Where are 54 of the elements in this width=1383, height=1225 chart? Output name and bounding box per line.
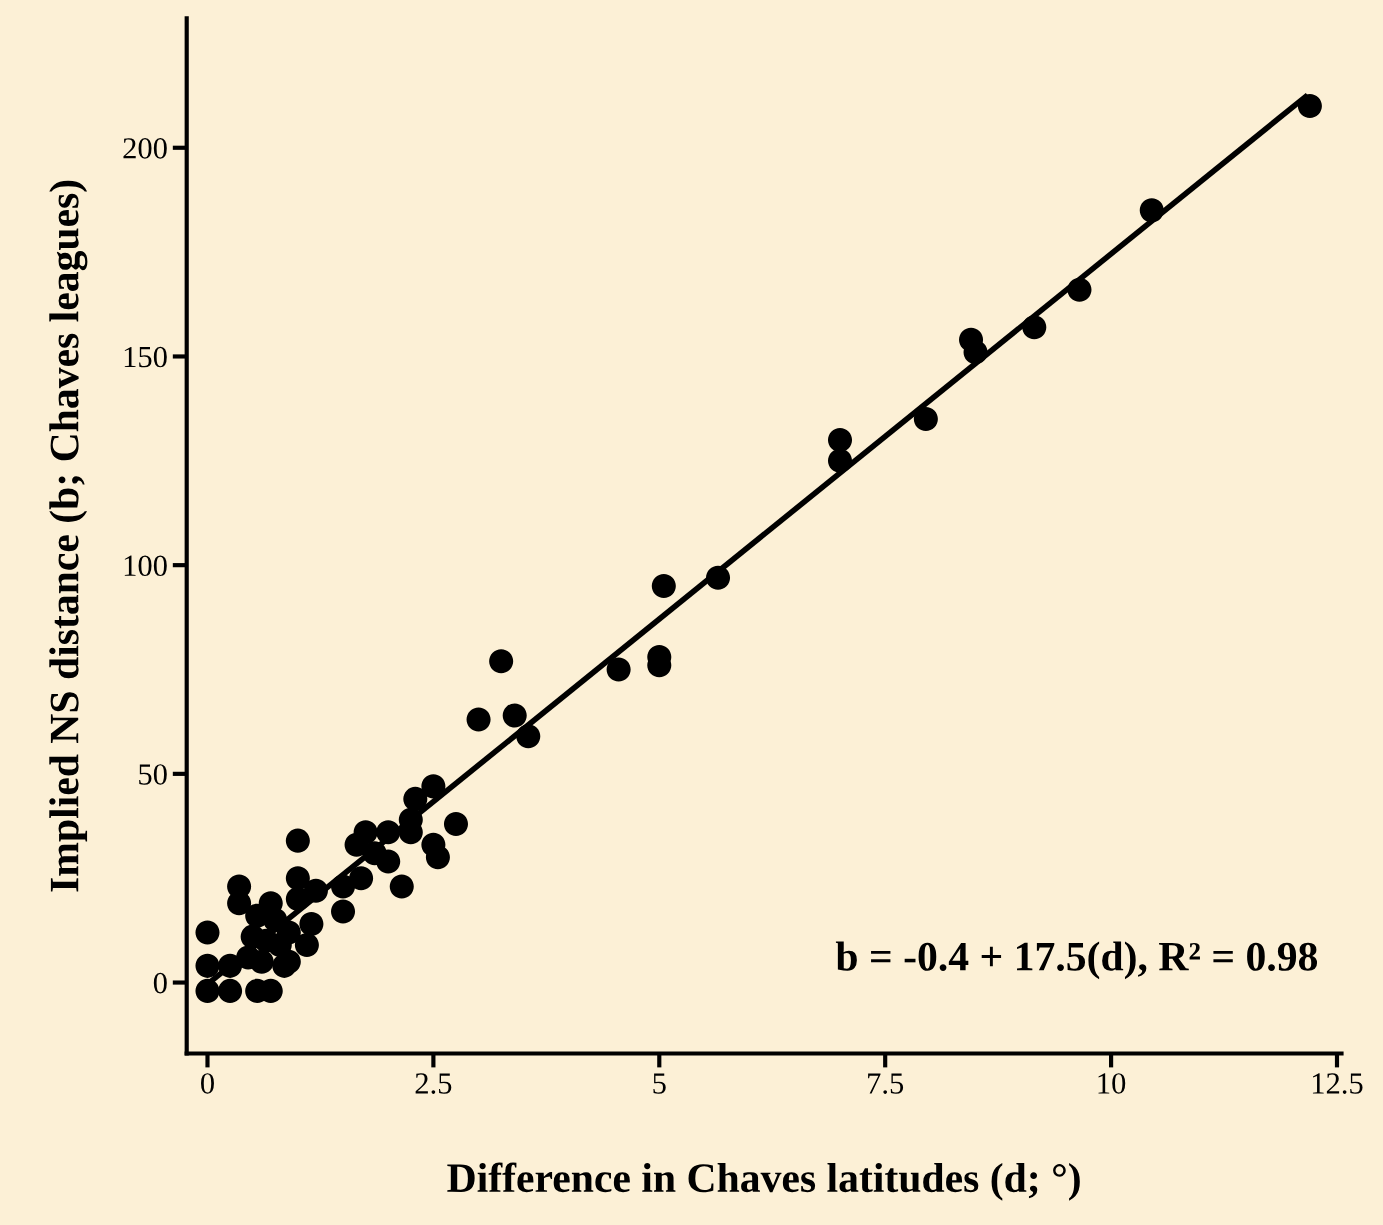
point — [389, 874, 414, 899]
point — [443, 811, 469, 836]
point — [376, 849, 401, 874]
point — [195, 920, 220, 945]
point — [606, 657, 631, 682]
point — [285, 866, 310, 891]
point — [963, 340, 988, 365]
x-tick-label: 2.5 — [415, 1073, 452, 1094]
point — [651, 574, 676, 599]
point — [285, 828, 310, 853]
y-tick-label: 0 — [153, 972, 167, 994]
point — [285, 887, 310, 912]
point — [299, 912, 324, 937]
point — [403, 786, 428, 811]
point — [1297, 94, 1322, 119]
point — [1139, 198, 1164, 223]
point — [489, 649, 514, 674]
x-axis-title: Difference in Chaves latitudes (d; °) — [447, 1162, 1080, 1201]
point — [376, 820, 401, 845]
point — [331, 874, 356, 899]
point — [502, 703, 527, 728]
point — [1022, 315, 1047, 340]
point — [227, 891, 252, 916]
y-tick-label: 50 — [139, 764, 167, 785]
annotation: b = -0.4 + 17.5(d), R² = 0.98 — [835, 941, 1318, 980]
point — [218, 953, 243, 978]
y-tick-label: 200 — [123, 138, 167, 159]
x-tick-label: 12.5 — [1312, 1073, 1363, 1094]
point — [294, 932, 319, 958]
point — [913, 407, 938, 432]
point — [249, 949, 274, 974]
x-tick-label: 7.5 — [868, 1073, 904, 1094]
point — [1067, 277, 1092, 302]
point — [827, 448, 853, 473]
point — [353, 820, 378, 845]
y-axis-title: Implied NS distance (b; Chaves leagues) — [49, 180, 88, 892]
point — [516, 724, 541, 749]
x-tick-label: 10 — [1098, 1073, 1126, 1094]
x-tick-label: 5 — [653, 1073, 666, 1094]
point — [303, 878, 328, 903]
point — [276, 920, 301, 945]
x-tick-label: 0 — [201, 1073, 214, 1094]
y-tick-label: 150 — [124, 346, 167, 368]
point — [195, 953, 220, 978]
point — [349, 866, 374, 891]
point — [466, 707, 491, 732]
point — [195, 978, 220, 1003]
point — [421, 774, 446, 799]
point — [425, 845, 450, 870]
point — [827, 427, 853, 452]
point — [331, 899, 356, 924]
point — [706, 565, 731, 590]
y-tick-label: 100 — [124, 555, 167, 577]
point — [218, 978, 243, 1003]
